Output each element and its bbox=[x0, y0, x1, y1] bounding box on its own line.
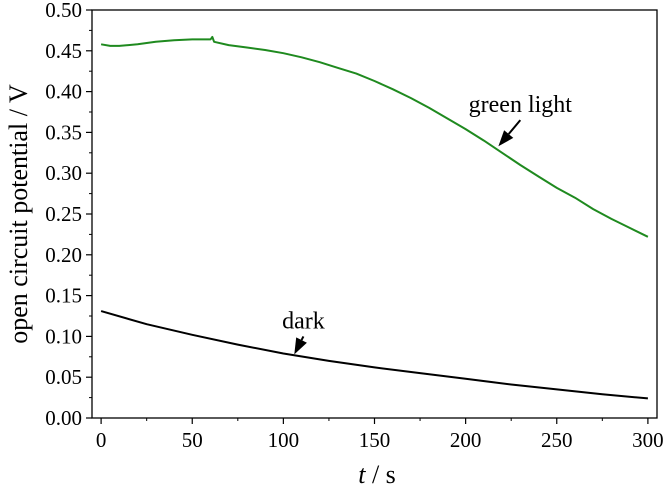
x-axis-title-italic: t bbox=[358, 460, 366, 486]
x-tick-label: 150 bbox=[359, 428, 391, 452]
x-axis-ticks: 0 50 100 150 200 250 300 bbox=[96, 418, 664, 452]
plot-area bbox=[91, 9, 658, 419]
series-layer bbox=[100, 35, 649, 400]
y-tick-label: 0.20 bbox=[45, 243, 82, 267]
y-axis-ticks: 0.00 0.05 0.10 0.15 0.20 0.25 0.30 0.35 0.40 0.45… bbox=[45, 0, 92, 430]
arrowhead-dark bbox=[294, 337, 307, 355]
annotation-dark: dark bbox=[282, 308, 325, 334]
y-tick-label: 0.35 bbox=[45, 120, 82, 144]
arrowhead-green-light bbox=[498, 130, 514, 147]
y-tick-label: 0.30 bbox=[45, 161, 82, 185]
x-tick-label: 0 bbox=[96, 428, 107, 452]
y-tick-label: 0.15 bbox=[45, 284, 82, 308]
y-tick-label: 0.10 bbox=[45, 324, 82, 348]
x-axis-title-rest: / s bbox=[365, 460, 395, 486]
y-tick-label: 0.50 bbox=[45, 0, 82, 22]
x-tick-label: 250 bbox=[541, 428, 573, 452]
x-axis-title: t / s bbox=[358, 460, 396, 486]
x-tick-label: 300 bbox=[632, 428, 664, 452]
x-tick-label: 100 bbox=[268, 428, 300, 452]
x-tick-label: 50 bbox=[182, 428, 203, 452]
arrow-dark bbox=[300, 335, 305, 341]
annotation-green-light: green light bbox=[469, 92, 573, 118]
y-tick-label: 0.45 bbox=[45, 39, 82, 63]
series-line-dark bbox=[100, 310, 648, 400]
annotation-layer: green light dark bbox=[282, 92, 573, 355]
y-tick-label: 0.05 bbox=[45, 365, 82, 389]
y-tick-label: 0.25 bbox=[45, 202, 82, 226]
y-tick-label: 0.40 bbox=[45, 80, 82, 104]
series-line-green-light bbox=[100, 35, 649, 238]
y-axis-title: open circuit potential / V bbox=[4, 84, 33, 344]
x-tick-label: 200 bbox=[450, 428, 482, 452]
arrow-green-light bbox=[507, 119, 522, 135]
y-tick-label: 0.00 bbox=[45, 406, 82, 430]
plot-frame bbox=[91, 9, 658, 419]
